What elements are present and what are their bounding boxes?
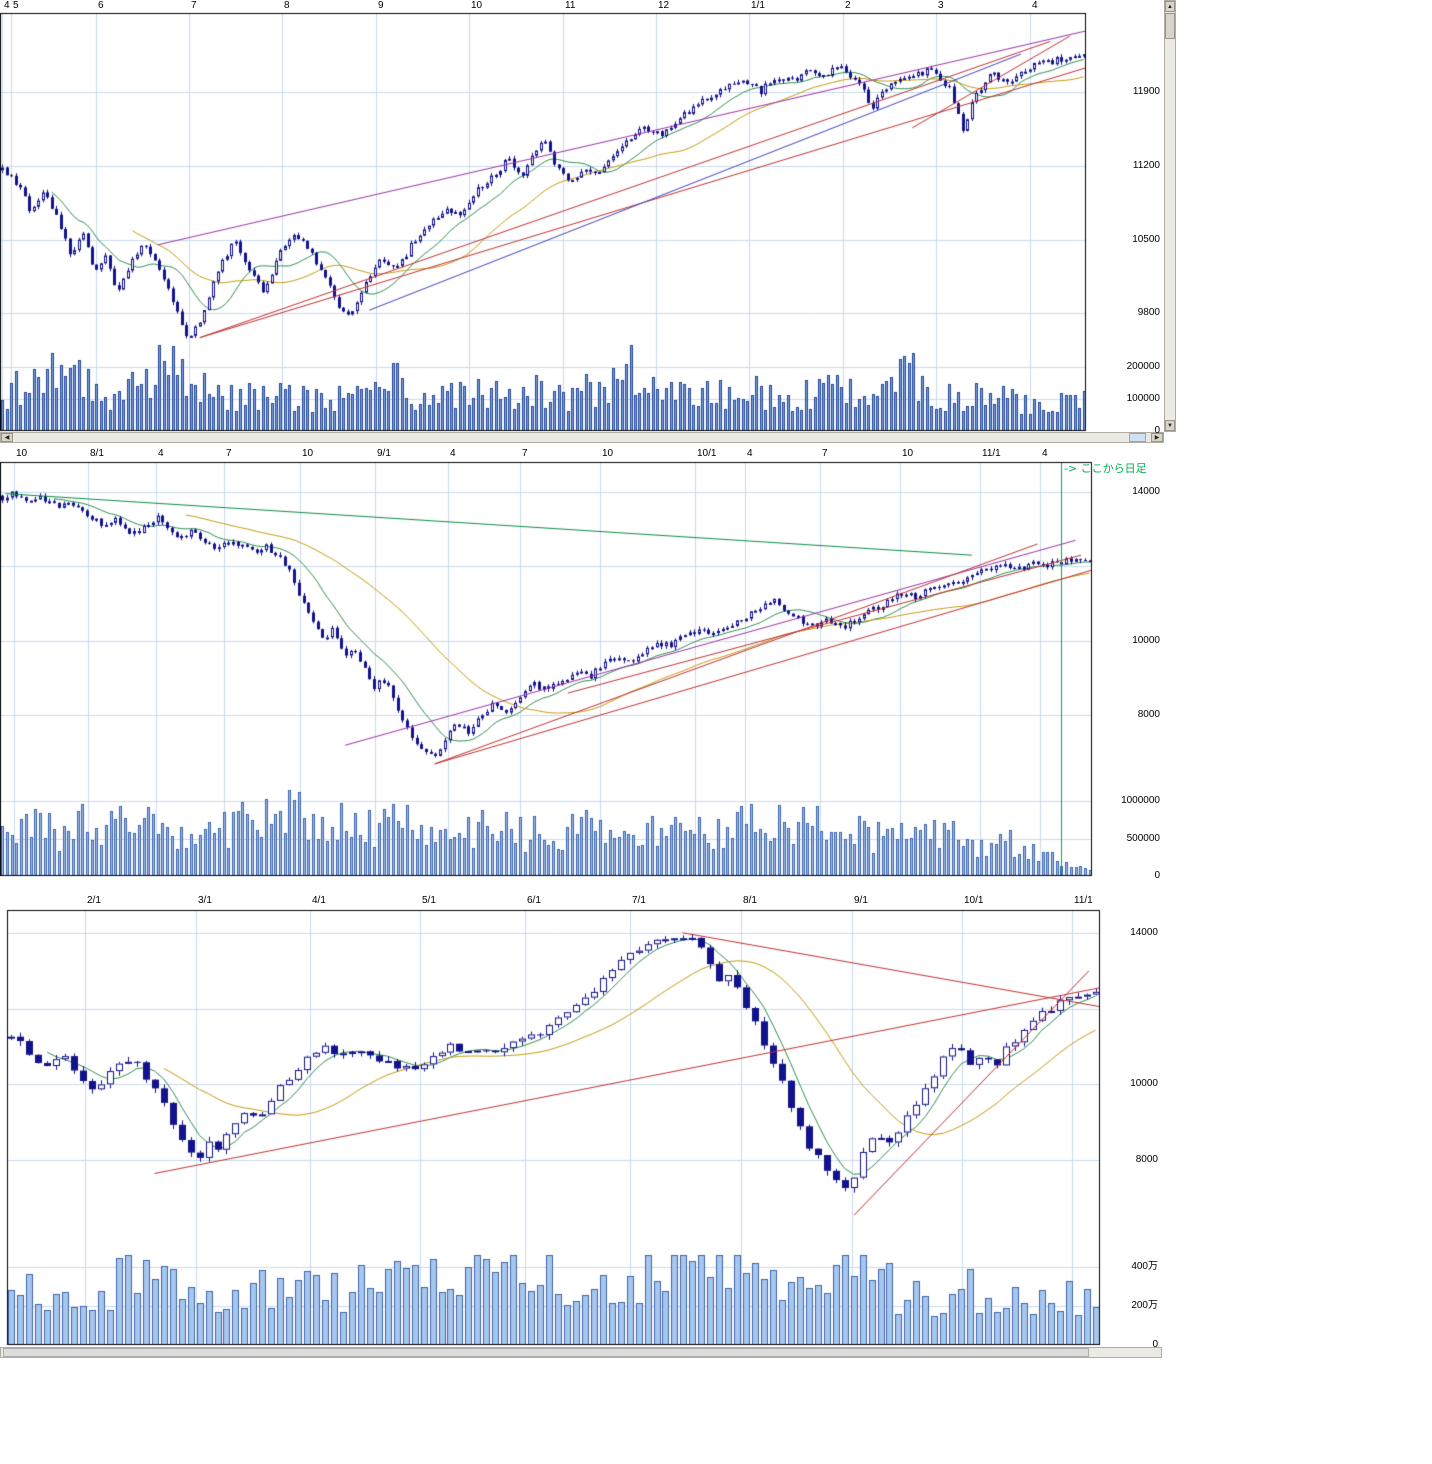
x-tick-label: 4	[4, 0, 10, 11]
horizontal-scrollbar[interactable]: ◀ ▶	[0, 432, 1164, 443]
x-tick-label: 5/1	[422, 895, 436, 906]
scroll-right-button[interactable]: ▶	[1151, 433, 1163, 442]
x-tick-label: 4	[1042, 448, 1048, 459]
x-tick-label: 11	[565, 0, 576, 11]
x-tick-label: 1/1	[751, 0, 765, 11]
x-tick-label: 10	[471, 0, 483, 11]
x-tick-label: 4	[747, 448, 753, 459]
x-tick-label: 7	[226, 448, 232, 459]
volume-axis-label: 0	[1154, 425, 1160, 436]
chart-panel-top: ◀ ▶ ▲ ▼ 4 5 6 7 8 9 10 11 12 1/1 2 3 4 11900 11200 1050…	[0, 0, 1180, 443]
scrollbar-thumb[interactable]	[1129, 433, 1146, 442]
x-tick-label: 7	[522, 448, 528, 459]
x-tick-label: 4	[158, 448, 164, 459]
price-axis-label: 14000	[1132, 486, 1160, 497]
x-tick-label: 4/1	[312, 895, 326, 906]
x-tick-label: 4	[450, 448, 456, 459]
x-tick-label: 3	[938, 0, 944, 11]
x-tick-label: 6	[98, 0, 104, 11]
scroll-down-button[interactable]: ▼	[1165, 420, 1175, 431]
x-tick-label: 10	[302, 448, 314, 459]
x-tick-label: 10	[602, 448, 614, 459]
volume-axis-label: 200000	[1126, 361, 1160, 372]
x-tick-label: 2/1	[87, 895, 101, 906]
x-tick-label: 3/1	[198, 895, 212, 906]
x-tick-label: 10	[16, 448, 28, 459]
x-tick-label: 6/1	[527, 895, 541, 906]
x-tick-label: 12	[658, 0, 670, 11]
chart-panel-bottom: 2/1 3/1 4/1 5/1 6/1 7/1 8/1 9/1 10/1 11/1 14000 100…	[0, 880, 1180, 1358]
volume-axis-label: 400万	[1131, 1261, 1158, 1272]
volume-axis-label: 500000	[1126, 833, 1160, 844]
price-axis-label: 8000	[1137, 709, 1160, 720]
chart-panel-middle: -> ここから日足 10 8/1 4 7 10 9/1 4 7 10 10/1 4 7 10 11/1 4 1…	[0, 443, 1180, 881]
volume-axis-label: 0	[1152, 1339, 1158, 1350]
horizontal-scrollbar-bottom[interactable]	[0, 1347, 1162, 1358]
price-axis-label: 9800	[1137, 307, 1160, 318]
x-tick-label: 9	[378, 0, 384, 11]
scrollbar-thumb[interactable]	[3, 1348, 1089, 1357]
vertical-scrollbar-thumb[interactable]	[1165, 13, 1175, 39]
price-axis-label: 8000	[1135, 1154, 1158, 1165]
volume-axis-label: 200万	[1131, 1300, 1158, 1311]
x-tick-label: 4	[1032, 0, 1038, 11]
price-volume-chart-bottom[interactable]	[0, 880, 1164, 1346]
price-volume-chart-middle[interactable]	[0, 443, 1164, 879]
price-axis-label: 10000	[1130, 1078, 1158, 1089]
volume-axis-label: 0	[1154, 870, 1160, 881]
daily-from-here-annotation: -> ここから日足	[1064, 462, 1147, 475]
x-tick-label: 7	[822, 448, 828, 459]
price-axis-label: 10000	[1132, 635, 1160, 646]
x-tick-label: 11/1	[1074, 895, 1093, 906]
price-axis-label: 10500	[1132, 234, 1160, 245]
x-tick-label: 5	[13, 0, 19, 11]
x-tick-label: 2	[845, 0, 851, 11]
x-tick-label: 8/1	[743, 895, 757, 906]
x-tick-label: 10	[902, 448, 914, 459]
scroll-up-button[interactable]: ▲	[1165, 1, 1175, 12]
x-tick-label: 7	[191, 0, 197, 11]
price-axis-label: 11900	[1132, 86, 1160, 97]
x-tick-label: 10/1	[964, 895, 984, 906]
vertical-scrollbar[interactable]: ▲ ▼	[1164, 0, 1176, 432]
x-tick-label: 7/1	[632, 895, 646, 906]
x-tick-label: 8/1	[90, 448, 104, 459]
price-axis-label: 14000	[1130, 927, 1158, 938]
x-tick-label: 9/1	[377, 448, 391, 459]
x-tick-label: 11/1	[982, 448, 1001, 459]
price-volume-chart-top[interactable]	[0, 0, 1164, 432]
x-tick-label: 9/1	[854, 895, 868, 906]
x-tick-label: 10/1	[697, 448, 717, 459]
scroll-left-button[interactable]: ◀	[1, 433, 13, 442]
price-axis-label: 11200	[1132, 160, 1160, 171]
volume-axis-label: 1000000	[1121, 795, 1160, 806]
x-tick-label: 8	[284, 0, 290, 11]
volume-axis-label: 100000	[1126, 393, 1160, 404]
